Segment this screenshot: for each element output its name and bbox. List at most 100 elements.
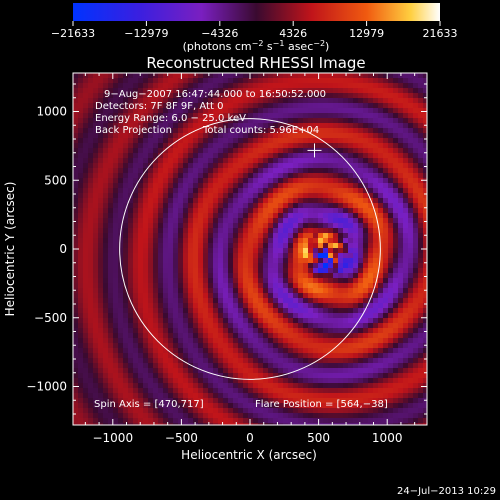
heatmap-cell (168, 153, 174, 159)
heatmap-cell (378, 413, 384, 419)
heatmap-cell (133, 108, 139, 114)
heatmap-cell (153, 223, 159, 229)
heatmap-cell (423, 358, 427, 364)
heatmap-cell (198, 208, 204, 214)
heatmap-cell (368, 123, 374, 129)
heatmap-cell (233, 398, 239, 404)
heatmap-cell (223, 218, 229, 224)
heatmap-cell (73, 323, 79, 329)
heatmap-cell (353, 308, 359, 314)
heatmap-cell (338, 313, 344, 319)
heatmap-cell (388, 228, 394, 234)
heatmap-cell (163, 343, 169, 349)
heatmap-cell (338, 408, 344, 414)
heatmap-cell (113, 168, 119, 174)
heatmap-cell (123, 163, 129, 169)
heatmap-cell (158, 78, 164, 84)
heatmap-cell (153, 348, 159, 354)
heatmap-cell (128, 163, 134, 169)
heatmap-cell (183, 243, 189, 249)
heatmap-cell (223, 418, 229, 424)
heatmap-cell (73, 183, 79, 189)
heatmap-cell (393, 278, 399, 284)
heatmap-cell (213, 223, 219, 229)
heatmap-cell (188, 328, 194, 334)
heatmap-cell (88, 263, 94, 269)
heatmap-cell (353, 403, 359, 409)
heatmap-cell (308, 98, 314, 104)
heatmap-cell (373, 223, 379, 229)
heatmap-cell (298, 388, 304, 394)
heatmap-cell (268, 358, 274, 364)
heatmap-cell (353, 98, 359, 104)
heatmap-cell (393, 123, 399, 129)
heatmap-cell (73, 103, 79, 109)
heatmap-cell (293, 168, 299, 174)
heatmap-cell (308, 228, 314, 234)
heatmap-cell (78, 123, 84, 129)
heatmap-cell (333, 163, 339, 169)
heatmap-cell (393, 73, 399, 79)
heatmap-cell (358, 153, 364, 159)
heatmap-cell (148, 288, 154, 294)
heatmap-cell (108, 348, 114, 354)
heatmap-cell (388, 148, 394, 154)
heatmap-cell (228, 373, 234, 379)
heatmap-cell (378, 298, 384, 304)
heatmap-cell (168, 108, 174, 114)
heatmap-cell (178, 73, 184, 79)
heatmap-cell (78, 408, 84, 414)
heatmap-cell (293, 233, 299, 239)
heatmap-cell (323, 363, 329, 369)
heatmap-cell (348, 278, 354, 284)
heatmap-cell (118, 143, 124, 149)
heatmap-cell (203, 283, 209, 289)
heatmap-cell (378, 353, 384, 359)
heatmap-cell (183, 153, 189, 159)
heatmap-cell (403, 258, 409, 264)
heatmap-cell (183, 373, 189, 379)
heatmap-cell (73, 118, 79, 124)
heatmap-cell (218, 398, 224, 404)
heatmap-cell (153, 398, 159, 404)
heatmap-cell (138, 198, 144, 204)
heatmap-cell (183, 283, 189, 289)
heatmap-cell (288, 408, 294, 414)
heatmap-cell (288, 308, 294, 314)
heatmap-cell (158, 173, 164, 179)
heatmap-cell (173, 283, 179, 289)
heatmap-cell (288, 268, 294, 274)
heatmap-cell (328, 408, 334, 414)
heatmap-cell (163, 253, 169, 259)
heatmap-cell (358, 108, 364, 114)
heatmap-cell (278, 248, 284, 254)
heatmap-cell (308, 178, 314, 184)
heatmap-cell (163, 303, 169, 309)
heatmap-cell (253, 358, 259, 364)
heatmap-cell (413, 163, 419, 169)
heatmap-cell (358, 268, 364, 274)
heatmap-cell (363, 408, 369, 414)
heatmap-cell (133, 178, 139, 184)
heatmap-cell (288, 383, 294, 389)
heatmap-cell (263, 273, 269, 279)
heatmap-cell (258, 173, 264, 179)
heatmap-cell (153, 418, 159, 424)
heatmap-cell (208, 88, 214, 94)
heatmap-cell (283, 378, 289, 384)
heatmap-cell (213, 343, 219, 349)
heatmap-cell (98, 423, 104, 425)
heatmap-cell (203, 78, 209, 84)
heatmap-cell (168, 233, 174, 239)
heatmap-cell (263, 298, 269, 304)
heatmap-cell (283, 133, 289, 139)
heatmap-cell (138, 253, 144, 259)
heatmap-cell (258, 168, 264, 174)
heatmap-cell (303, 418, 309, 424)
heatmap-cell (193, 108, 199, 114)
heatmap-cell (83, 333, 89, 339)
heatmap-cell (213, 213, 219, 219)
heatmap-cell (143, 358, 149, 364)
heatmap-cell (273, 133, 279, 139)
heatmap-cell (423, 363, 427, 369)
